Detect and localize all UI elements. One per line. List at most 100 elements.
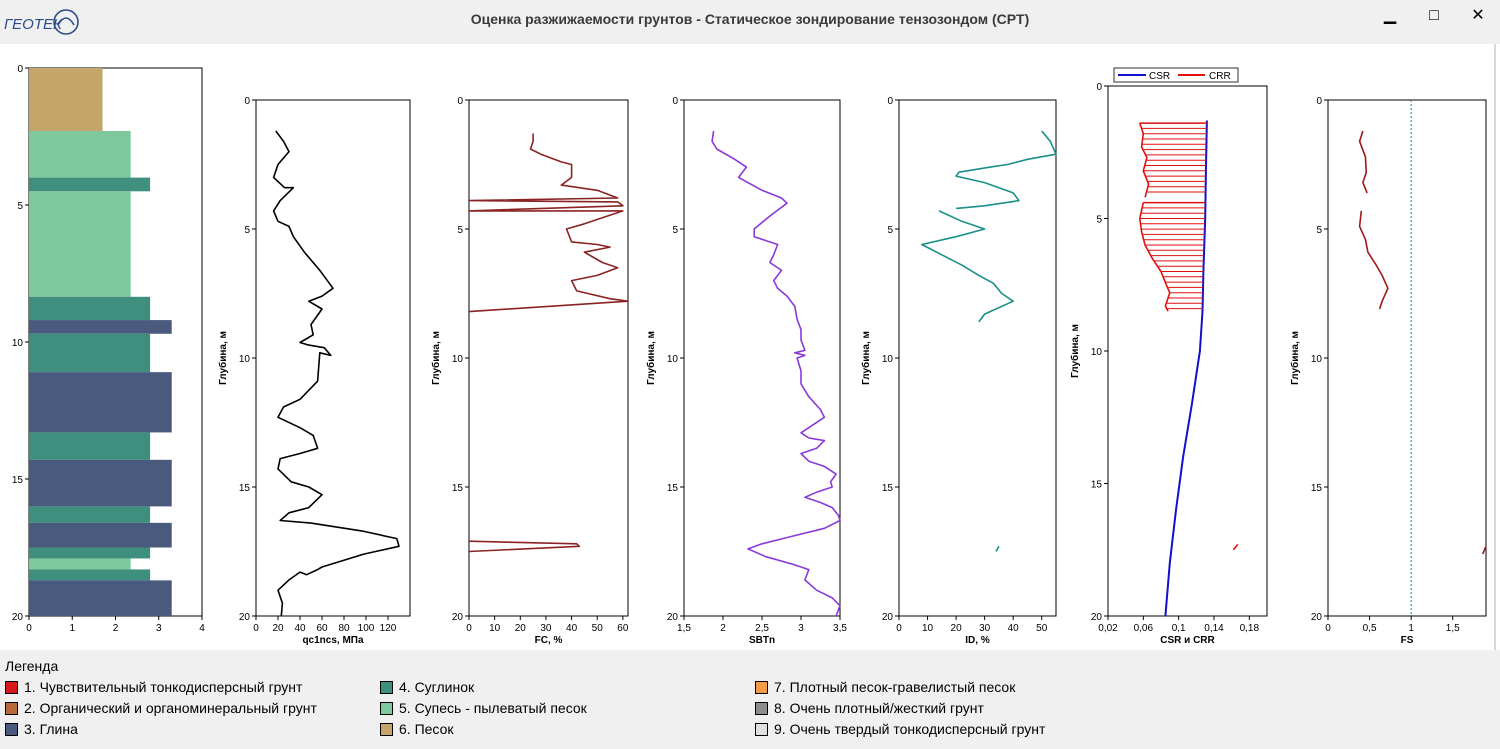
y-tick-label: 15 [667,483,679,494]
plot-frame [683,99,841,617]
x-tick-label: 10 [489,623,501,634]
y-tick-label: 15 [452,483,464,494]
chart-legend-crr-label: CRR [1209,71,1231,82]
x-tick-label: 0,02 [1098,623,1118,634]
legend-swatch [380,702,393,715]
y-tick-label: 20 [1311,612,1323,623]
x-tick-label: 0 [26,623,32,634]
x-tick-label: 0 [253,623,259,634]
x-tick-label: 3,5 [833,623,847,634]
x-tick-label: 10 [922,623,934,634]
x-tick-label: 0,18 [1240,623,1260,634]
y-tick-label: 5 [244,225,250,236]
y-tick-label: 10 [1311,354,1323,365]
title-bar: ГЕОТЕК Оценка разжижаемости грунтов - Ст… [0,0,1500,44]
legend-label: 8. Очень плотный/жесткий грунт [774,700,984,716]
legend-label: 3. Глина [24,721,78,737]
series-line [1139,202,1171,312]
legend-swatch [5,723,18,736]
x-tick-label: 0,06 [1134,623,1154,634]
minimize-button[interactable]: ▁ [1383,7,1397,24]
y-tick-label: 0 [672,96,678,107]
soil-layer-bar [29,177,151,192]
legend-swatch [755,681,768,694]
y-tick-label: 0 [1096,82,1102,93]
x-axis-label: CSR и CRR [1160,635,1215,646]
x-tick-label: 2 [113,623,119,634]
x-tick-label: 60 [316,623,328,634]
legend-label: 5. Супесь - пылеватый песок [399,700,587,716]
series-line [272,130,400,617]
x-tick-label: 20 [515,623,527,634]
y-tick-label: 10 [1091,347,1103,358]
x-tick-label: 40 [294,623,306,634]
soil-layer-bar [29,296,151,321]
y-tick-label: 10 [12,338,24,349]
legend-swatch [755,702,768,715]
series-line [1232,543,1239,551]
x-tick-label: 120 [380,623,397,634]
y-tick-label: 0 [457,96,463,107]
soil-layer-bar [29,191,131,297]
x-tick-label: 1 [1408,623,1414,634]
x-tick-label: 100 [358,623,375,634]
legend-swatch [5,702,18,715]
y-axis-label: Глубина, м [1069,324,1081,378]
x-tick-label: 40 [1008,623,1020,634]
plot-frame [898,99,1057,617]
soil-layer-bar [29,522,172,548]
maximize-button[interactable]: □ [1429,7,1439,24]
x-axis-label: SBTn [749,635,775,646]
x-tick-label: 20 [272,623,284,634]
y-tick-label: 5 [1096,215,1102,226]
x-tick-label: 20 [951,623,963,634]
legend-swatch [5,681,18,694]
y-axis-label: Глубина, м [860,331,872,385]
x-tick-label: 3 [798,623,804,634]
soil-layer-bar [29,432,151,460]
y-tick-label: 5 [672,225,678,236]
soil-layer-bar [29,131,131,178]
y-axis-label: Глубина, м [1289,331,1301,385]
geotek-logo: ГЕОТЕК [4,9,79,35]
soil-layer-bar [29,506,151,523]
x-tick-label: 0 [896,623,902,634]
y-tick-label: 20 [239,612,251,623]
y-tick-label: 20 [452,612,464,623]
y-tick-label: 5 [1316,225,1322,236]
x-tick-label: 3 [156,623,162,634]
series-line [1481,545,1487,555]
y-tick-label: 15 [1091,480,1103,491]
close-button[interactable]: ✕ [1471,7,1485,24]
y-axis-label: Глубина, м [217,331,229,385]
x-tick-label: 1,5 [1446,623,1460,634]
series-line [1164,120,1208,617]
plot-frame [255,99,411,617]
y-tick-label: 5 [17,201,23,212]
y-tick-label: 15 [1311,483,1323,494]
series-line [1358,130,1368,194]
series-line [920,210,1015,323]
plot-frame [1107,85,1268,617]
y-tick-label: 20 [667,612,679,623]
soil-layer-bar [29,372,172,433]
legend-label: 7. Плотный песок-гравелистый песок [774,679,1016,695]
chart-legend-box [1113,67,1239,83]
legend-swatch [755,723,768,736]
x-tick-label: 0,14 [1204,623,1224,634]
x-tick-label: 40 [566,623,578,634]
legend-title: Легенда [5,658,59,674]
x-tick-label: 1,5 [677,623,691,634]
svg-text:ГЕОТЕК: ГЕОТЕК [4,16,63,33]
y-tick-label: 5 [457,225,463,236]
y-tick-label: 0 [887,96,893,107]
x-axis-label: qc1ncs, МПа [302,635,364,646]
legend-label: 9. Очень твердый тонкодисперсный грунт [774,721,1046,737]
x-axis-label: ID, % [965,635,990,646]
x-tick-label: 4 [199,623,205,634]
x-axis-label: FS [1401,635,1414,646]
legend-label: 1. Чувствительный тонкодисперсный грунт [24,679,303,695]
y-tick-label: 10 [882,354,894,365]
plot-frame [468,99,629,617]
series-line [995,545,1000,552]
